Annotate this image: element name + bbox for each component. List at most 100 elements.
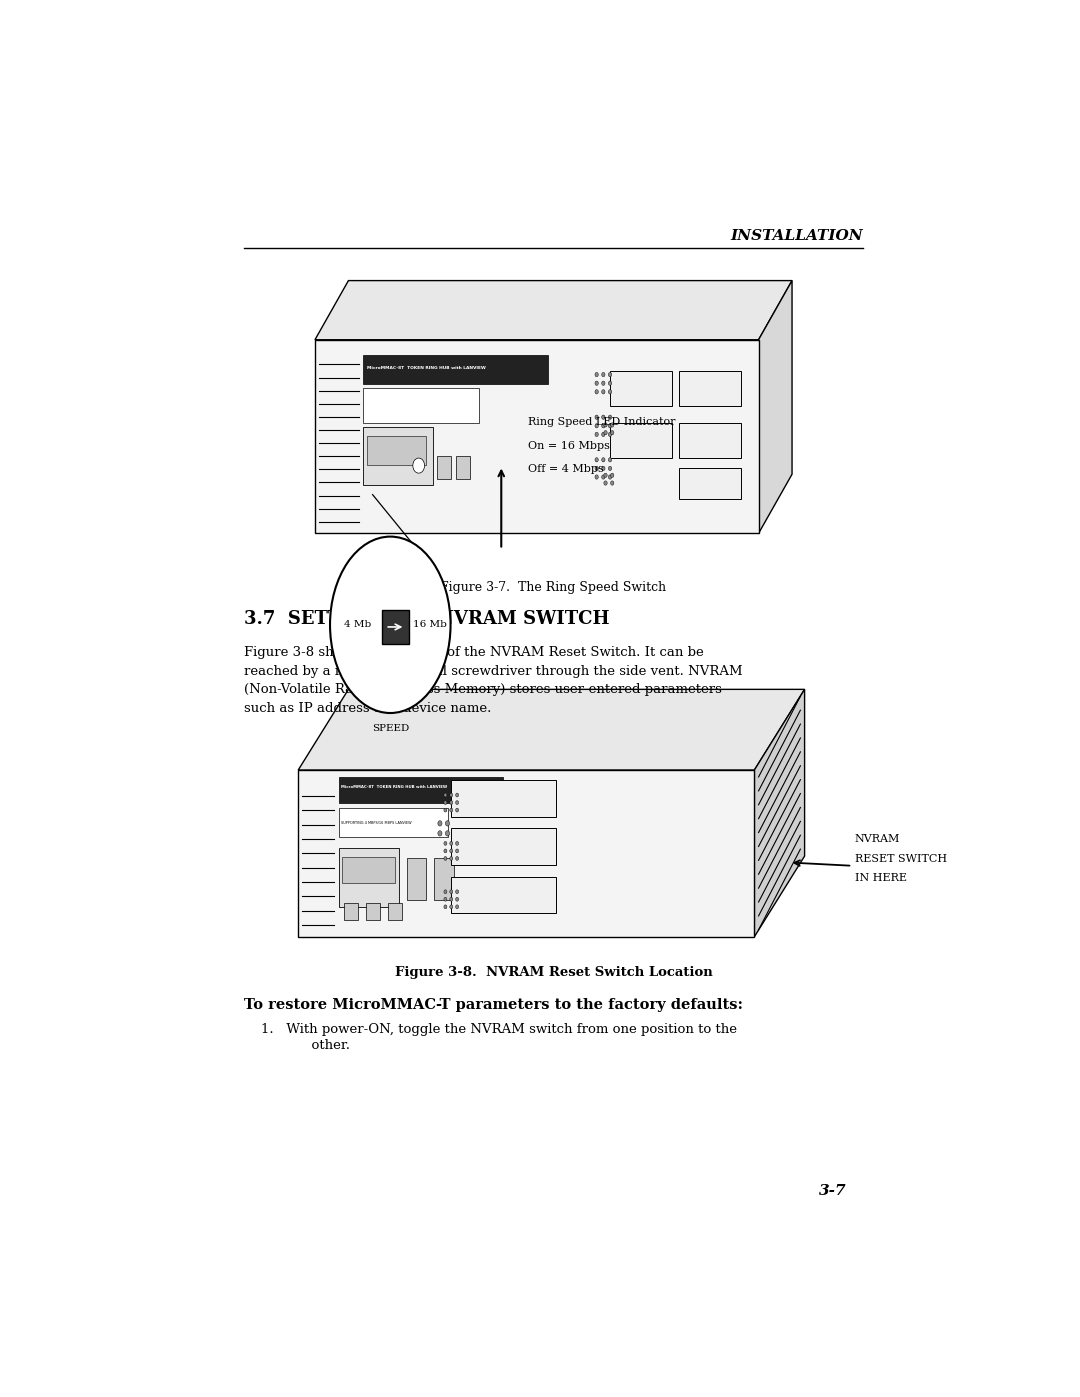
Bar (450, 780, 556, 817)
Bar (345, 904, 357, 921)
Circle shape (602, 381, 605, 386)
Circle shape (610, 423, 613, 427)
Circle shape (610, 474, 613, 478)
Polygon shape (758, 281, 792, 534)
Text: SUPPORTING 4 MBPS/16 MBPS LANVIEW: SUPPORTING 4 MBPS/16 MBPS LANVIEW (341, 820, 411, 824)
Bar (363, 427, 433, 485)
Bar (450, 877, 556, 914)
Bar (434, 858, 454, 900)
Circle shape (595, 415, 598, 419)
Circle shape (444, 841, 447, 845)
Circle shape (602, 432, 605, 437)
Circle shape (456, 841, 459, 845)
Circle shape (456, 905, 459, 908)
Bar (678, 370, 741, 405)
Circle shape (445, 831, 449, 835)
Circle shape (449, 800, 453, 805)
Circle shape (444, 800, 447, 805)
Circle shape (608, 458, 611, 462)
Text: 3-7: 3-7 (819, 1185, 847, 1199)
Bar (341, 858, 394, 883)
Bar (610, 423, 672, 458)
Circle shape (608, 432, 611, 437)
Circle shape (602, 458, 605, 462)
Circle shape (444, 890, 447, 894)
Text: MicroMMAC-8T  TOKEN RING HUB with LANVIEW: MicroMMAC-8T TOKEN RING HUB with LANVIEW (366, 366, 485, 370)
Circle shape (444, 793, 447, 796)
Circle shape (604, 481, 607, 485)
Circle shape (608, 475, 611, 479)
Bar (407, 858, 427, 900)
Text: Off = 4 Mbps: Off = 4 Mbps (528, 464, 604, 474)
Text: INSTALLATION: INSTALLATION (730, 229, 863, 243)
Circle shape (444, 849, 447, 852)
Bar (610, 370, 672, 405)
Circle shape (595, 432, 598, 437)
Polygon shape (315, 281, 792, 339)
Bar (366, 904, 380, 921)
Text: NVRAM: NVRAM (855, 834, 901, 844)
Bar (678, 468, 741, 499)
Circle shape (449, 793, 453, 796)
Text: Figure 3-8.  NVRAM Reset Switch Location: Figure 3-8. NVRAM Reset Switch Location (394, 965, 713, 979)
Circle shape (456, 849, 459, 852)
Text: other.: other. (285, 1039, 350, 1052)
Circle shape (602, 390, 605, 394)
Circle shape (449, 841, 453, 845)
Circle shape (595, 373, 598, 377)
Circle shape (444, 905, 447, 908)
Text: Ring Speed LED Indicator: Ring Speed LED Indicator (528, 416, 675, 427)
Circle shape (449, 905, 453, 908)
Text: To restore MicroMMAC-T parameters to the factory defaults:: To restore MicroMMAC-T parameters to the… (244, 997, 743, 1011)
Bar (363, 355, 549, 384)
Bar (339, 809, 448, 837)
Circle shape (602, 415, 605, 419)
Circle shape (595, 381, 598, 386)
Circle shape (456, 807, 459, 812)
Bar (437, 455, 451, 479)
Circle shape (449, 807, 453, 812)
Circle shape (604, 423, 607, 427)
Circle shape (595, 458, 598, 462)
Circle shape (595, 467, 598, 471)
Text: MicroMMAC-8T  TOKEN RING HUB with LANVIEW: MicroMMAC-8T TOKEN RING HUB with LANVIEW (341, 785, 447, 789)
Text: Figure 3-8 shows the location of the NVRAM Reset Switch. It can be
reached by a : Figure 3-8 shows the location of the NVR… (244, 647, 742, 715)
Circle shape (595, 390, 598, 394)
Circle shape (610, 430, 613, 434)
Circle shape (444, 897, 447, 901)
Bar (678, 423, 741, 458)
Circle shape (449, 897, 453, 901)
Circle shape (456, 897, 459, 901)
Circle shape (437, 820, 442, 826)
Circle shape (602, 467, 605, 471)
Circle shape (608, 467, 611, 471)
Circle shape (449, 890, 453, 894)
Circle shape (449, 856, 453, 861)
Circle shape (456, 793, 459, 796)
Text: SPEED: SPEED (372, 724, 409, 733)
Bar (382, 609, 408, 644)
Circle shape (456, 800, 459, 805)
Circle shape (608, 390, 611, 394)
Ellipse shape (330, 536, 450, 712)
Polygon shape (298, 689, 805, 770)
Circle shape (437, 831, 442, 835)
Circle shape (608, 423, 611, 427)
Text: 4 Mb: 4 Mb (345, 620, 372, 629)
Circle shape (608, 381, 611, 386)
Circle shape (413, 458, 424, 474)
Circle shape (604, 430, 607, 434)
Bar (339, 848, 399, 907)
Text: 3.7  SETTING THE NVRAM SWITCH: 3.7 SETTING THE NVRAM SWITCH (244, 609, 609, 627)
Circle shape (602, 373, 605, 377)
Circle shape (444, 856, 447, 861)
Bar (298, 770, 754, 937)
Circle shape (602, 475, 605, 479)
Text: 16 Mb: 16 Mb (413, 620, 447, 629)
Bar (388, 904, 402, 921)
Circle shape (445, 820, 449, 826)
Bar (363, 388, 478, 423)
Circle shape (449, 849, 453, 852)
Bar (367, 436, 426, 465)
Circle shape (595, 475, 598, 479)
